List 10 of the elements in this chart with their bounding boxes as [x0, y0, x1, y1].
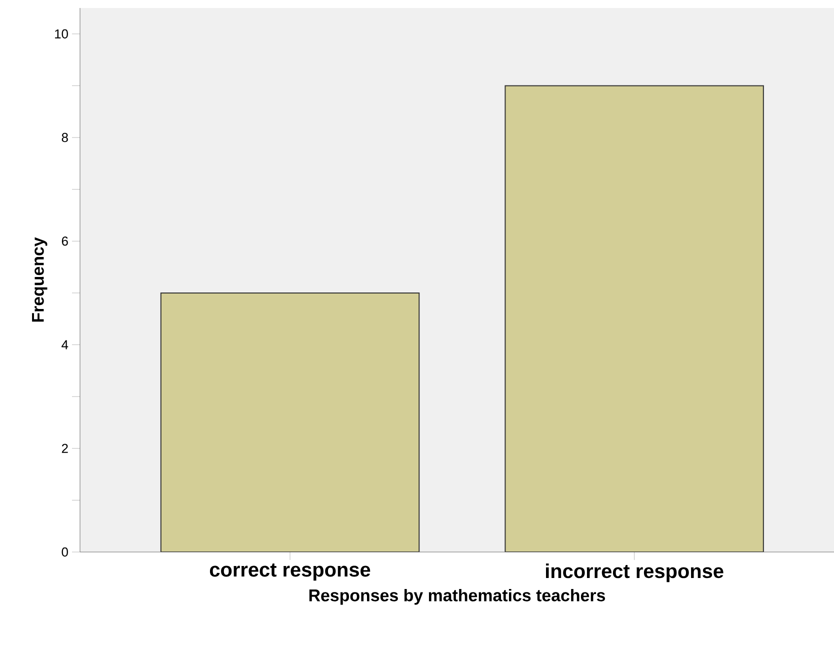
y-tick-label: 6	[62, 236, 68, 246]
x-tick-label: incorrect response	[546, 564, 724, 582]
y-tick-label: 4	[62, 340, 68, 350]
y-axis-title: Frequency	[32, 237, 48, 322]
x-axis-title: Responses by mathematics teachers	[309, 588, 605, 605]
y-tick-label: 8	[62, 132, 68, 142]
y-tick-label: 0	[62, 547, 68, 557]
y-tick-label: 2	[62, 444, 68, 453]
x-tick-label: correct response	[210, 564, 370, 581]
y-tick-label: 10	[55, 29, 68, 38]
